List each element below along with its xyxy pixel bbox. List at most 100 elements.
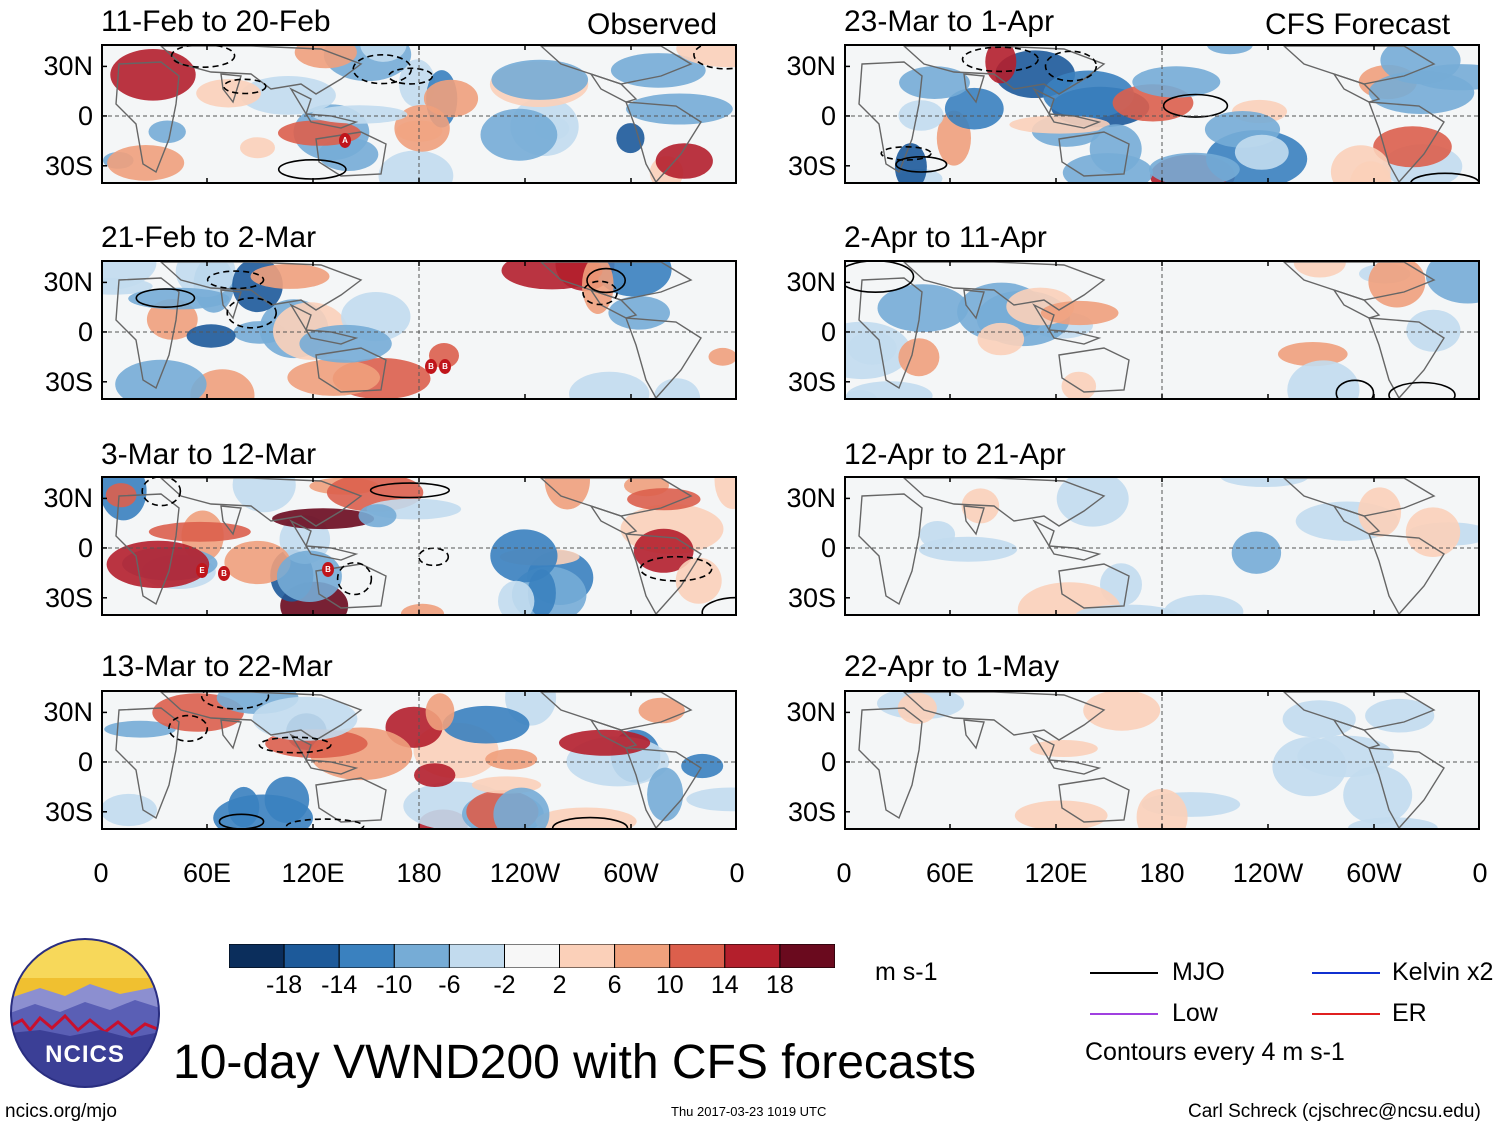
wind-anomaly-map [101, 476, 737, 616]
negative-anomaly [101, 793, 157, 827]
colorbar-swatch [283, 943, 340, 969]
positive-anomaly [655, 143, 713, 179]
coastline [624, 317, 702, 400]
coastline [624, 101, 702, 184]
coastline [1058, 131, 1130, 177]
positive-anomaly [1061, 371, 1097, 400]
negative-anomaly [480, 108, 558, 161]
coastline [902, 477, 1106, 527]
lat-label: 0 [77, 316, 93, 347]
coastline [289, 519, 359, 561]
coastline [159, 691, 363, 741]
coastline [1332, 72, 1381, 103]
negative-anomaly [213, 794, 313, 830]
negative-anomaly [1380, 44, 1461, 85]
negative-anomaly [610, 53, 706, 88]
observed-panel-1 [101, 44, 737, 184]
panel-frame [844, 690, 1480, 830]
lat-label: 30N [786, 267, 836, 298]
negative-anomaly [608, 296, 670, 330]
storm-marker: A [339, 133, 351, 148]
mjo-contour [206, 270, 265, 290]
forecast-panel-3 [844, 476, 1480, 616]
observed-panel-3 [101, 476, 737, 616]
lon-label: 60W [603, 858, 659, 888]
coastline [315, 131, 387, 177]
mjo-contour [258, 736, 332, 754]
colorbar-swatches [228, 943, 836, 969]
observed-panel-4 [101, 690, 737, 830]
negative-anomaly [1220, 476, 1309, 487]
ncics-logo-graphic [10, 938, 160, 1088]
positive-anomaly [250, 263, 330, 289]
coastline [1367, 747, 1445, 830]
panel-frame [844, 260, 1480, 400]
lat-label: 30N [43, 267, 93, 298]
footer-author: Carl Schreck (cjschrec@ncsu.edu) [1188, 1101, 1481, 1122]
negative-anomaly [104, 720, 176, 738]
coastline [902, 691, 1106, 741]
lat-label: 30S [44, 366, 93, 397]
coastline [539, 477, 693, 517]
wind-anomaly-map [844, 260, 1480, 400]
coastline [902, 45, 1106, 95]
colorbar-swatch [448, 943, 505, 969]
negative-anomaly [1365, 698, 1435, 733]
observed-panel-title-3: 3-Mar to 12-Mar [101, 438, 317, 471]
colorbar-unit: m s-1 [875, 958, 938, 986]
positive-anomaly [559, 729, 651, 756]
lat-label: 30S [787, 582, 836, 613]
negative-anomaly [311, 105, 408, 124]
panel-frame [101, 44, 737, 184]
coastline [858, 493, 923, 606]
mjo-contour [135, 288, 196, 308]
footer-url[interactable]: ncics.org/mjo [5, 1101, 117, 1122]
coastline [289, 303, 359, 345]
ncics-logo: NCICS [10, 938, 160, 1088]
observed-panel-title-4: 13-Mar to 22-Mar [101, 650, 333, 683]
colorbar-tick-label: -10 [376, 971, 413, 999]
negative-anomaly [569, 371, 650, 400]
lon-label: 120W [489, 858, 561, 888]
coastline [589, 718, 638, 749]
lat-label: 30N [786, 51, 836, 82]
coastline [624, 533, 702, 616]
lat-label: 30S [787, 366, 836, 397]
forecast-panel-2 [844, 260, 1480, 400]
coastline [159, 45, 363, 95]
panel-frame [101, 260, 737, 400]
lat-label: 30N [43, 697, 93, 728]
coastline [1282, 477, 1436, 517]
negative-anomaly [848, 331, 897, 365]
coastline [1058, 777, 1130, 823]
mjo-contour [388, 67, 434, 85]
mjo-contour [586, 267, 627, 294]
colorbar-tick-label: 2 [552, 971, 567, 999]
negative-anomaly [527, 569, 556, 616]
lat-label: 30N [43, 51, 93, 82]
storm-marker: B [322, 562, 334, 577]
wind-anomaly-map [101, 44, 737, 184]
lon-label: 180 [1139, 858, 1185, 888]
coastline [315, 347, 387, 393]
negative-anomaly [894, 143, 927, 184]
wind-anomaly-map [844, 690, 1480, 830]
positive-anomaly [1405, 507, 1461, 557]
lat-label: 30N [43, 483, 93, 514]
positive-anomaly [287, 359, 380, 396]
coastline [315, 777, 387, 823]
mjo-contour [226, 297, 277, 329]
lat-label: 30S [44, 796, 93, 827]
lat-label: 0 [820, 746, 836, 777]
coastline [115, 493, 180, 606]
negative-anomaly [1132, 66, 1221, 98]
mjo-contour [582, 280, 618, 306]
negative-anomaly [899, 66, 970, 99]
colorbar-swatch [669, 943, 726, 969]
negative-anomaly [1231, 531, 1282, 574]
negative-anomaly [493, 787, 550, 830]
positive-anomaly [1009, 115, 1110, 134]
negative-anomaly [918, 536, 1018, 562]
coastline [589, 72, 638, 103]
coastline [115, 707, 180, 820]
